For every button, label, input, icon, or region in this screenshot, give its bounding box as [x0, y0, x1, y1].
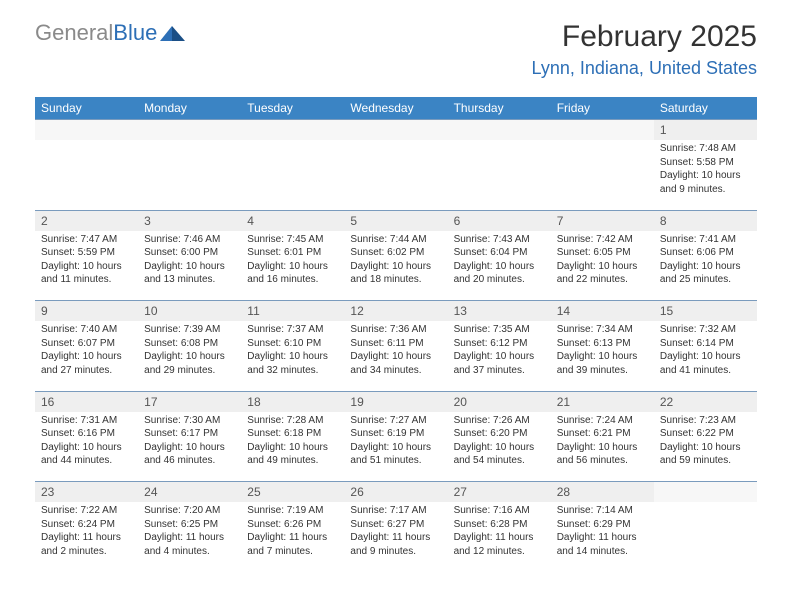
day-number-cell: 15	[654, 301, 757, 322]
daynum-row: 1	[35, 120, 757, 141]
day-details-cell: Sunrise: 7:45 AMSunset: 6:01 PMDaylight:…	[241, 231, 344, 301]
day-details-cell: Sunrise: 7:31 AMSunset: 6:16 PMDaylight:…	[35, 412, 138, 482]
day-number-cell	[35, 120, 138, 141]
header-right: February 2025 Lynn, Indiana, United Stat…	[532, 20, 757, 79]
day-number-cell: 5	[344, 210, 447, 231]
day-details-cell: Sunrise: 7:42 AMSunset: 6:05 PMDaylight:…	[551, 231, 654, 301]
logo-text-blue: Blue	[113, 20, 157, 46]
day-number-cell: 9	[35, 301, 138, 322]
day-details-cell: Sunrise: 7:30 AMSunset: 6:17 PMDaylight:…	[138, 412, 241, 482]
day-number-cell: 14	[551, 301, 654, 322]
day-number-cell: 12	[344, 301, 447, 322]
day-details-cell: Sunrise: 7:44 AMSunset: 6:02 PMDaylight:…	[344, 231, 447, 301]
day-number-cell: 23	[35, 482, 138, 503]
weekday-header-row: SundayMondayTuesdayWednesdayThursdayFrid…	[35, 97, 757, 120]
day-details-cell: Sunrise: 7:47 AMSunset: 5:59 PMDaylight:…	[35, 231, 138, 301]
day-details-cell	[448, 140, 551, 210]
day-number-cell: 22	[654, 391, 757, 412]
day-details-cell: Sunrise: 7:14 AMSunset: 6:29 PMDaylight:…	[551, 502, 654, 572]
day-details-cell	[551, 140, 654, 210]
day-number-cell	[344, 120, 447, 141]
day-details-cell: Sunrise: 7:35 AMSunset: 6:12 PMDaylight:…	[448, 321, 551, 391]
day-details-cell	[241, 140, 344, 210]
month-title: February 2025	[532, 20, 757, 54]
weekday-header: Tuesday	[241, 97, 344, 120]
day-number-cell: 1	[654, 120, 757, 141]
weekday-header: Friday	[551, 97, 654, 120]
day-number-cell: 16	[35, 391, 138, 412]
day-number-cell: 28	[551, 482, 654, 503]
day-details-cell: Sunrise: 7:28 AMSunset: 6:18 PMDaylight:…	[241, 412, 344, 482]
day-number-cell: 6	[448, 210, 551, 231]
logo-text-grey: General	[35, 20, 113, 46]
day-details-cell: Sunrise: 7:32 AMSunset: 6:14 PMDaylight:…	[654, 321, 757, 391]
day-details-cell: Sunrise: 7:17 AMSunset: 6:27 PMDaylight:…	[344, 502, 447, 572]
day-details-cell	[654, 502, 757, 572]
day-number-cell: 10	[138, 301, 241, 322]
day-details-cell: Sunrise: 7:39 AMSunset: 6:08 PMDaylight:…	[138, 321, 241, 391]
day-number-cell	[138, 120, 241, 141]
day-number-cell	[448, 120, 551, 141]
day-number-cell: 13	[448, 301, 551, 322]
details-row: Sunrise: 7:47 AMSunset: 5:59 PMDaylight:…	[35, 231, 757, 301]
logo-mark-icon	[160, 24, 186, 42]
details-row: Sunrise: 7:48 AMSunset: 5:58 PMDaylight:…	[35, 140, 757, 210]
day-details-cell: Sunrise: 7:19 AMSunset: 6:26 PMDaylight:…	[241, 502, 344, 572]
day-details-cell: Sunrise: 7:41 AMSunset: 6:06 PMDaylight:…	[654, 231, 757, 301]
daynum-row: 2345678	[35, 210, 757, 231]
weekday-header: Wednesday	[344, 97, 447, 120]
daynum-row: 232425262728	[35, 482, 757, 503]
day-details-cell: Sunrise: 7:27 AMSunset: 6:19 PMDaylight:…	[344, 412, 447, 482]
weekday-header: Saturday	[654, 97, 757, 120]
day-details-cell: Sunrise: 7:37 AMSunset: 6:10 PMDaylight:…	[241, 321, 344, 391]
day-number-cell: 4	[241, 210, 344, 231]
day-number-cell: 3	[138, 210, 241, 231]
day-number-cell: 24	[138, 482, 241, 503]
day-details-cell: Sunrise: 7:43 AMSunset: 6:04 PMDaylight:…	[448, 231, 551, 301]
day-number-cell: 19	[344, 391, 447, 412]
day-details-cell: Sunrise: 7:48 AMSunset: 5:58 PMDaylight:…	[654, 140, 757, 210]
day-number-cell: 21	[551, 391, 654, 412]
details-row: Sunrise: 7:31 AMSunset: 6:16 PMDaylight:…	[35, 412, 757, 482]
day-details-cell	[35, 140, 138, 210]
weekday-header: Sunday	[35, 97, 138, 120]
day-details-cell: Sunrise: 7:26 AMSunset: 6:20 PMDaylight:…	[448, 412, 551, 482]
day-details-cell: Sunrise: 7:22 AMSunset: 6:24 PMDaylight:…	[35, 502, 138, 572]
day-number-cell	[551, 120, 654, 141]
details-row: Sunrise: 7:22 AMSunset: 6:24 PMDaylight:…	[35, 502, 757, 572]
day-details-cell: Sunrise: 7:36 AMSunset: 6:11 PMDaylight:…	[344, 321, 447, 391]
day-details-cell: Sunrise: 7:23 AMSunset: 6:22 PMDaylight:…	[654, 412, 757, 482]
day-number-cell: 26	[344, 482, 447, 503]
day-number-cell: 17	[138, 391, 241, 412]
day-details-cell: Sunrise: 7:40 AMSunset: 6:07 PMDaylight:…	[35, 321, 138, 391]
weekday-header: Monday	[138, 97, 241, 120]
day-number-cell: 7	[551, 210, 654, 231]
location: Lynn, Indiana, United States	[532, 58, 757, 79]
day-details-cell: Sunrise: 7:24 AMSunset: 6:21 PMDaylight:…	[551, 412, 654, 482]
day-number-cell: 27	[448, 482, 551, 503]
logo: GeneralBlue	[35, 20, 186, 46]
details-row: Sunrise: 7:40 AMSunset: 6:07 PMDaylight:…	[35, 321, 757, 391]
day-number-cell: 25	[241, 482, 344, 503]
daynum-row: 9101112131415	[35, 301, 757, 322]
day-number-cell: 20	[448, 391, 551, 412]
day-details-cell: Sunrise: 7:20 AMSunset: 6:25 PMDaylight:…	[138, 502, 241, 572]
calendar-table: SundayMondayTuesdayWednesdayThursdayFrid…	[35, 97, 757, 572]
day-details-cell	[138, 140, 241, 210]
day-number-cell: 11	[241, 301, 344, 322]
day-details-cell: Sunrise: 7:16 AMSunset: 6:28 PMDaylight:…	[448, 502, 551, 572]
day-details-cell	[344, 140, 447, 210]
day-number-cell	[241, 120, 344, 141]
day-number-cell: 18	[241, 391, 344, 412]
day-number-cell: 2	[35, 210, 138, 231]
weekday-header: Thursday	[448, 97, 551, 120]
day-number-cell	[654, 482, 757, 503]
day-number-cell: 8	[654, 210, 757, 231]
daynum-row: 16171819202122	[35, 391, 757, 412]
day-details-cell: Sunrise: 7:34 AMSunset: 6:13 PMDaylight:…	[551, 321, 654, 391]
day-details-cell: Sunrise: 7:46 AMSunset: 6:00 PMDaylight:…	[138, 231, 241, 301]
